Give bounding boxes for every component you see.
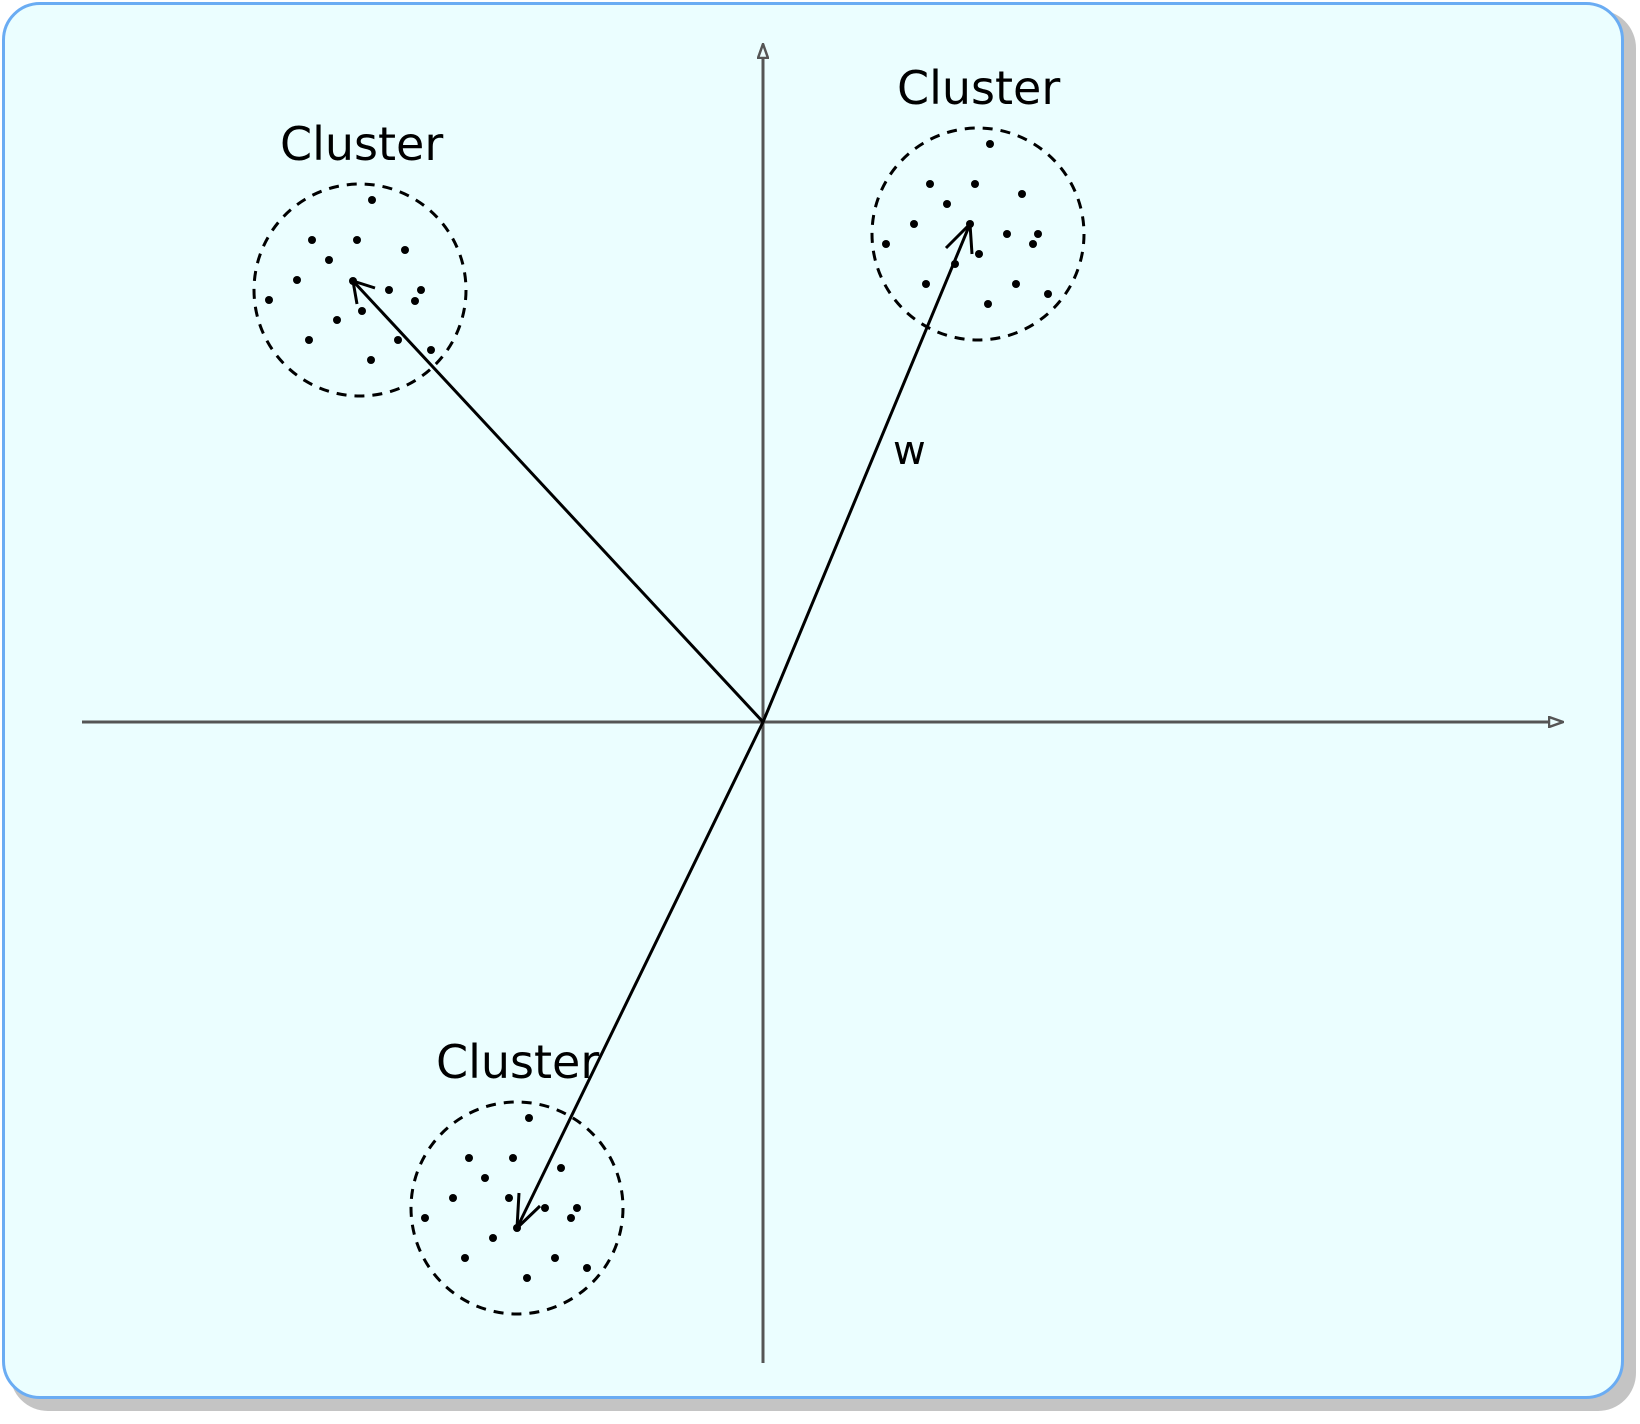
cluster-points-top-right xyxy=(882,140,1052,308)
cluster-points-top-left xyxy=(265,196,435,364)
cluster-circle-top-left xyxy=(252,182,468,398)
cluster-label-top-left: Cluster xyxy=(280,117,443,171)
cluster-circle-bottom xyxy=(409,1100,625,1316)
vector-label-w: w xyxy=(893,428,926,474)
vector-w xyxy=(761,220,974,723)
cluster-label-top-right: Cluster xyxy=(897,61,1060,115)
vector-to-bottom xyxy=(515,721,765,1232)
cluster-circle-top-right xyxy=(870,126,1086,342)
vector-to-top-left xyxy=(351,278,765,724)
diagram-frame xyxy=(2,2,1624,1399)
cluster-label-bottom: Cluster xyxy=(436,1035,599,1089)
cluster-points-bottom xyxy=(421,1114,591,1282)
